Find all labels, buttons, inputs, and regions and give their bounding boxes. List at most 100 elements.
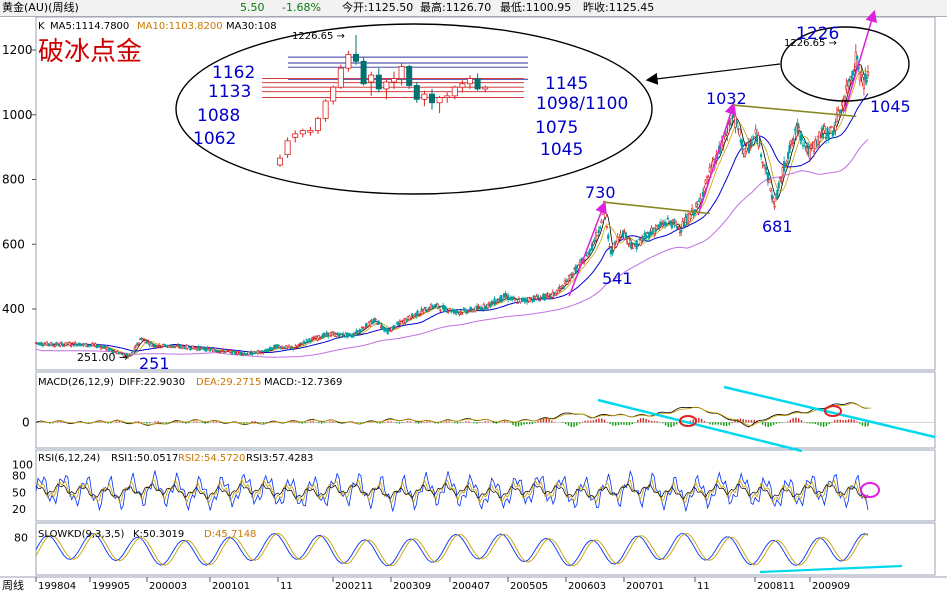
candle-body bbox=[306, 340, 310, 343]
candle-body bbox=[590, 243, 594, 250]
candle-body bbox=[202, 347, 205, 351]
candle-body bbox=[47, 343, 50, 346]
candle-body bbox=[133, 346, 136, 350]
candle-body bbox=[519, 298, 522, 303]
candle-body bbox=[477, 306, 480, 308]
inset-candle-body bbox=[383, 81, 390, 90]
candle-body bbox=[206, 347, 209, 349]
candle-body bbox=[797, 127, 801, 131]
kd-d-line bbox=[35, 532, 869, 567]
candle-body bbox=[71, 342, 74, 344]
candle-body bbox=[458, 312, 461, 315]
candle-body bbox=[866, 71, 870, 76]
candle-body bbox=[649, 231, 652, 236]
main-low-label: 251.00 → bbox=[77, 351, 128, 364]
candle-body bbox=[56, 342, 59, 346]
macd-zero-label: 0 bbox=[22, 415, 30, 429]
candle-body bbox=[643, 232, 646, 236]
inset-level-label: 1045 bbox=[540, 140, 583, 160]
candle-body bbox=[122, 353, 126, 357]
inset-level-label: 1133 bbox=[208, 82, 251, 102]
candle-body bbox=[241, 353, 245, 356]
candle-body bbox=[588, 250, 591, 255]
candle-body bbox=[199, 347, 203, 349]
candle-body bbox=[258, 350, 261, 352]
rsi-tick-label: 50 bbox=[12, 486, 26, 499]
candle-body bbox=[751, 138, 755, 140]
candle-body bbox=[680, 229, 683, 232]
candle-body bbox=[243, 352, 246, 355]
candle-body bbox=[313, 338, 316, 341]
candle-body bbox=[494, 302, 498, 304]
panel-frame-macd bbox=[35, 371, 936, 449]
candle-body bbox=[137, 342, 140, 345]
candle-body bbox=[578, 261, 581, 266]
main-high-label: 1226.65 → bbox=[784, 38, 837, 49]
candle-body bbox=[300, 342, 303, 344]
inset-candle-body bbox=[413, 85, 420, 100]
candle-body bbox=[479, 306, 483, 311]
candle-body bbox=[501, 298, 504, 300]
candle-body bbox=[254, 352, 257, 354]
price-label-1045: 1045 bbox=[870, 97, 911, 116]
inset-pointer-arrow bbox=[645, 63, 781, 85]
price-label-1226: 1226 bbox=[796, 24, 839, 44]
candle-body bbox=[432, 305, 435, 308]
price-label-541: 541 bbox=[602, 269, 633, 288]
panel-frame-rsi bbox=[35, 449, 936, 522]
candle-body bbox=[309, 340, 312, 343]
candle-body bbox=[160, 346, 163, 348]
candle-body bbox=[696, 203, 699, 206]
candle-body bbox=[214, 350, 218, 352]
candle-body bbox=[59, 343, 62, 346]
candle-body bbox=[469, 307, 472, 309]
rsi1-line bbox=[35, 470, 869, 512]
inset-candle-body bbox=[352, 53, 359, 62]
candle-body bbox=[831, 130, 834, 137]
candle-body bbox=[262, 352, 265, 354]
candle-body bbox=[766, 172, 769, 183]
candle-body bbox=[608, 246, 611, 248]
candle-body bbox=[829, 126, 832, 133]
candle-body bbox=[762, 164, 765, 167]
candle-body bbox=[770, 194, 774, 200]
x-tick-label: 200309 bbox=[393, 581, 431, 592]
inset-level-label: 1088 bbox=[197, 106, 240, 126]
candle-body bbox=[167, 345, 170, 349]
x-tick-label: 200505 bbox=[510, 581, 548, 592]
candle-body bbox=[562, 286, 565, 290]
candle-body bbox=[726, 132, 729, 136]
candle-body bbox=[95, 345, 98, 348]
candle-body bbox=[780, 179, 783, 182]
candle-body bbox=[277, 344, 280, 346]
candle-body bbox=[163, 343, 166, 346]
candle-body bbox=[124, 355, 127, 358]
candle-body bbox=[408, 315, 411, 321]
candle-body bbox=[750, 141, 753, 146]
candle-body bbox=[758, 143, 761, 145]
candle-body bbox=[757, 135, 760, 147]
candle-body bbox=[412, 315, 415, 318]
candle-body bbox=[348, 333, 351, 335]
candle-body bbox=[741, 140, 744, 149]
candle-body bbox=[301, 343, 304, 346]
candle-body bbox=[605, 226, 609, 228]
prev-close-price: 昨收:1125.45 bbox=[583, 1, 655, 14]
candle-body bbox=[310, 337, 314, 340]
candle-body bbox=[557, 290, 560, 294]
candle-body bbox=[627, 238, 630, 244]
candle-body bbox=[753, 135, 756, 139]
candle-body bbox=[561, 285, 564, 288]
inset-candle-body bbox=[390, 78, 397, 83]
candle-body bbox=[233, 350, 236, 354]
candle-body bbox=[113, 350, 116, 353]
inset-candle-body bbox=[398, 66, 405, 79]
macd-title: MACD(26,12,9) bbox=[38, 377, 114, 388]
x-tick-label: 200811 bbox=[757, 581, 795, 592]
candle-body bbox=[761, 161, 764, 164]
candle-body bbox=[290, 347, 293, 349]
candle-body bbox=[178, 346, 181, 349]
x-tick-label: 200603 bbox=[568, 581, 606, 592]
candle-body bbox=[447, 310, 450, 313]
candle-body bbox=[577, 264, 580, 270]
